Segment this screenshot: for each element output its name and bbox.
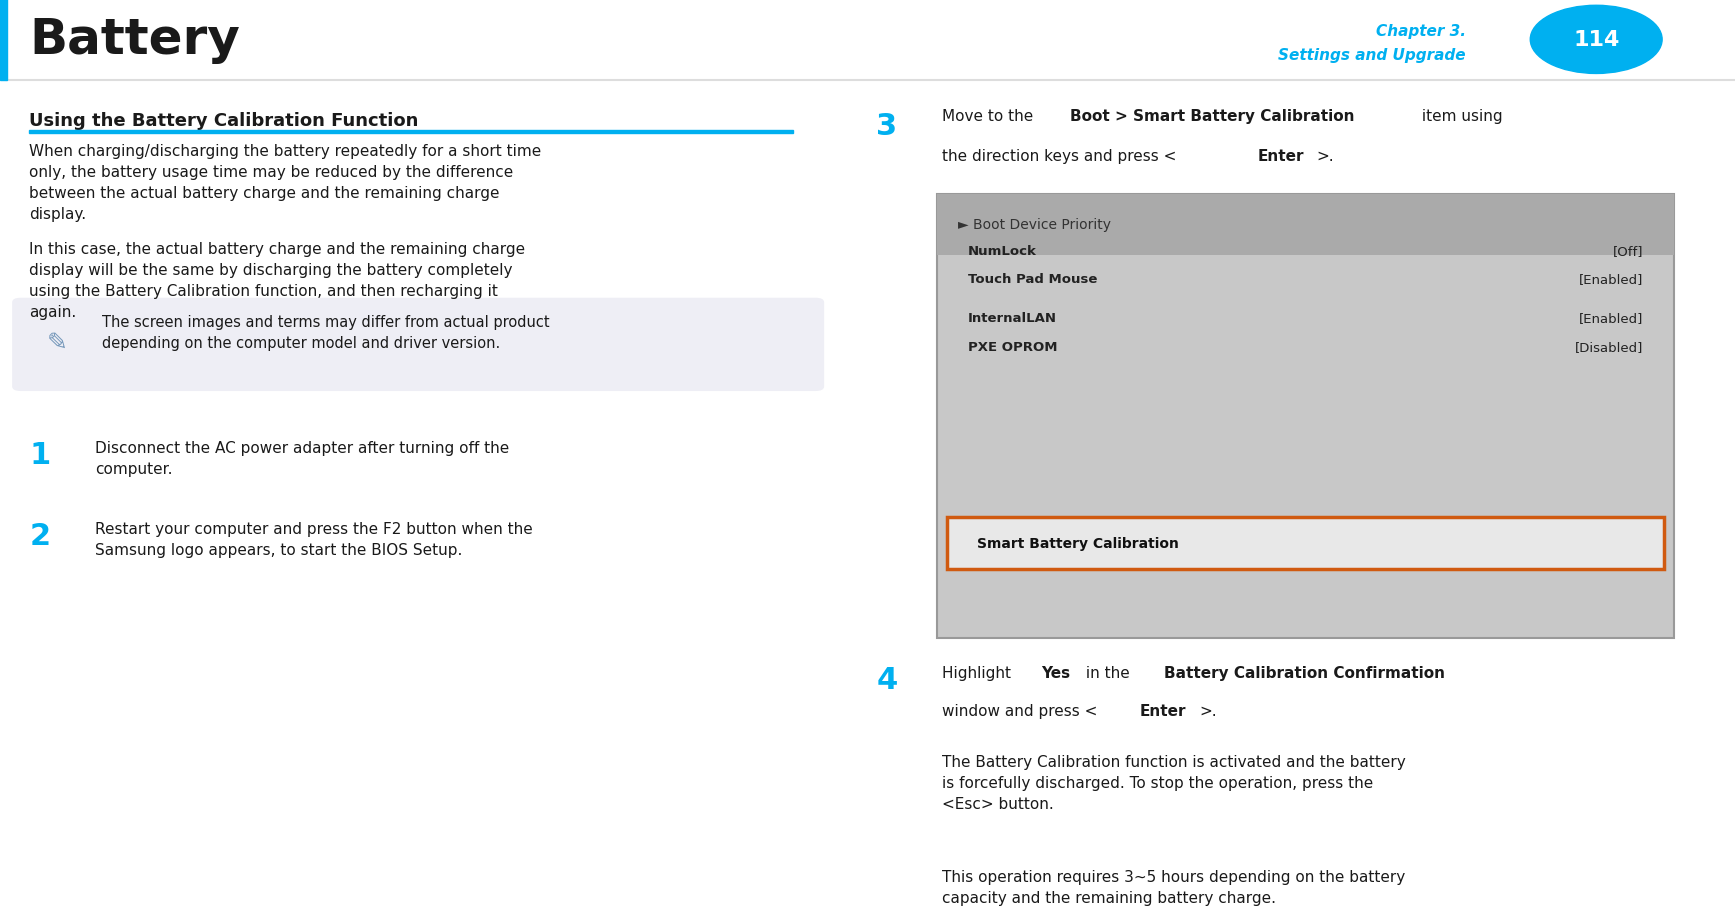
Text: [Enabled]: [Enabled] — [1579, 273, 1643, 286]
Text: 114: 114 — [1574, 30, 1619, 50]
FancyBboxPatch shape — [947, 517, 1664, 569]
Text: In this case, the actual battery charge and the remaining charge
display will be: In this case, the actual battery charge … — [29, 242, 526, 320]
FancyBboxPatch shape — [12, 299, 824, 392]
Text: Battery Calibration Confirmation: Battery Calibration Confirmation — [1164, 665, 1445, 680]
Text: Using the Battery Calibration Function: Using the Battery Calibration Function — [29, 112, 418, 130]
Text: [Enabled]: [Enabled] — [1579, 312, 1643, 324]
Text: >.: >. — [1317, 148, 1334, 164]
Text: Enter: Enter — [1140, 703, 1187, 719]
Text: in the: in the — [1081, 665, 1135, 680]
Text: Boot > Smart Battery Calibration: Boot > Smart Battery Calibration — [1070, 109, 1355, 124]
Text: PXE OPROM: PXE OPROM — [968, 341, 1058, 353]
Text: 3: 3 — [876, 112, 897, 141]
Circle shape — [1530, 6, 1662, 75]
Text: Disconnect the AC power adapter after turning off the
computer.: Disconnect the AC power adapter after tu… — [95, 441, 510, 476]
Bar — [937, 194, 1674, 255]
Text: Restart your computer and press the F2 button when the
Samsung logo appears, to : Restart your computer and press the F2 b… — [95, 521, 533, 558]
Text: InternalLAN: InternalLAN — [968, 312, 1057, 324]
Text: Smart Battery Calibration: Smart Battery Calibration — [977, 536, 1178, 550]
Text: The screen images and terms may differ from actual product
depending on the comp: The screen images and terms may differ f… — [102, 314, 550, 351]
Text: 1: 1 — [29, 441, 50, 470]
Text: Yes: Yes — [1041, 665, 1070, 680]
Text: [Disabled]: [Disabled] — [1575, 341, 1643, 353]
Text: [Off]: [Off] — [1612, 244, 1643, 258]
Text: the direction keys and press <: the direction keys and press < — [942, 148, 1176, 164]
Text: ✎: ✎ — [47, 331, 68, 354]
Text: Enter: Enter — [1258, 148, 1305, 164]
Text: >.: >. — [1199, 703, 1216, 719]
Text: 4: 4 — [876, 665, 897, 694]
Text: The Battery Calibration function is activated and the battery
is forcefully disc: The Battery Calibration function is acti… — [942, 754, 1405, 812]
Text: 2: 2 — [29, 521, 50, 550]
Text: NumLock: NumLock — [968, 244, 1038, 258]
Text: This operation requires 3~5 hours depending on the battery
capacity and the rema: This operation requires 3~5 hours depend… — [942, 869, 1405, 906]
Text: When charging/discharging the battery repeatedly for a short time
only, the batt: When charging/discharging the battery re… — [29, 143, 541, 221]
Text: Touch Pad Mouse: Touch Pad Mouse — [968, 273, 1098, 286]
Text: Move to the: Move to the — [942, 109, 1038, 124]
Bar — [29, 131, 793, 134]
Text: Highlight: Highlight — [942, 665, 1017, 680]
FancyBboxPatch shape — [937, 194, 1674, 638]
Text: Settings and Upgrade: Settings and Upgrade — [1279, 48, 1466, 63]
Text: Battery: Battery — [29, 16, 241, 65]
Text: Chapter 3.: Chapter 3. — [1376, 24, 1466, 39]
Text: item using: item using — [1417, 109, 1503, 124]
Text: window and press <: window and press < — [942, 703, 1098, 719]
Bar — [0, 0, 7, 81]
Text: ► Boot Device Priority: ► Boot Device Priority — [958, 218, 1110, 232]
